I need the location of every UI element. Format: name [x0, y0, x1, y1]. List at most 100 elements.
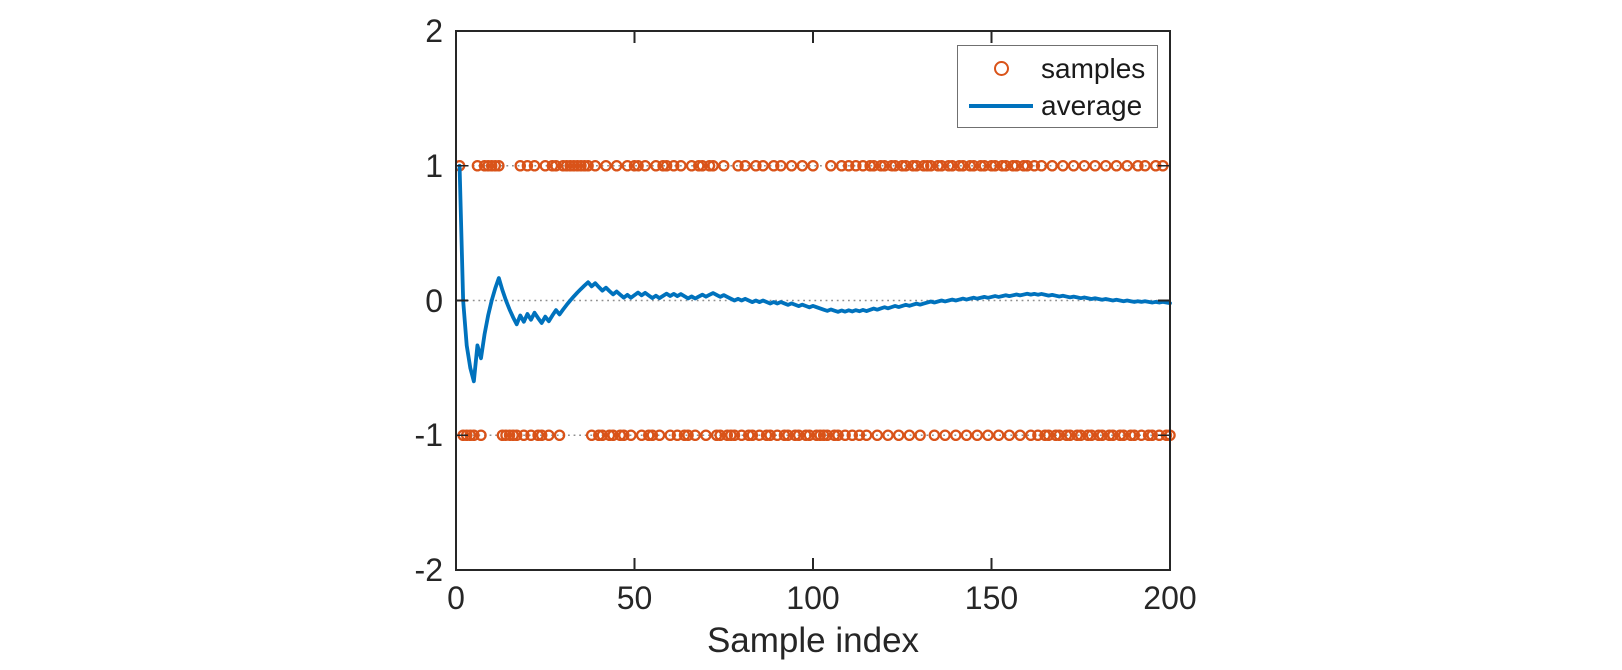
sample-marker	[1089, 159, 1101, 172]
sample-marker	[821, 429, 834, 441]
y-tick-label: 1	[425, 147, 443, 184]
sample-marker	[814, 429, 826, 441]
sample-marker	[718, 159, 730, 172]
sample-marker	[693, 159, 705, 172]
sample-marker	[1075, 429, 1087, 441]
sample-marker	[650, 159, 662, 172]
sample-marker	[682, 429, 694, 441]
sample-marker	[628, 159, 641, 172]
sample-marker	[1135, 429, 1148, 441]
sample-marker	[775, 159, 787, 172]
sample-marker	[621, 159, 634, 172]
sample-marker	[839, 429, 851, 441]
sample-marker	[796, 159, 809, 172]
legend-item-average: average	[968, 87, 1157, 124]
sample-marker	[1121, 159, 1133, 172]
sample-marker	[728, 429, 741, 441]
sample-marker	[1082, 429, 1094, 441]
sample-marker	[742, 429, 755, 441]
sample-marker	[1021, 159, 1033, 172]
sample-marker	[757, 159, 769, 172]
sample-marker	[860, 429, 873, 441]
sample-marker	[507, 429, 519, 441]
sample-marker	[928, 429, 941, 441]
sample-marker	[560, 159, 573, 172]
sample-marker	[1096, 429, 1108, 441]
sample-marker	[1032, 429, 1044, 441]
sample-marker	[882, 429, 894, 441]
sample-marker	[543, 429, 555, 441]
samples-circle-icon	[968, 50, 1034, 87]
legend-item-samples: samples	[968, 50, 1157, 87]
legend: samples average	[957, 45, 1158, 128]
sample-marker	[1128, 429, 1141, 441]
sample-marker	[1042, 429, 1055, 441]
sample-marker	[810, 429, 823, 441]
sample-marker	[557, 159, 569, 172]
sample-marker	[803, 429, 816, 441]
sample-marker	[735, 429, 748, 441]
sample-marker	[957, 159, 969, 172]
y-tick-label: -2	[414, 552, 443, 588]
sample-marker	[643, 429, 655, 441]
sample-marker	[493, 159, 505, 172]
sample-marker	[739, 159, 751, 172]
sample-marker	[546, 159, 559, 172]
sample-marker	[992, 429, 1005, 441]
sample-marker	[875, 159, 887, 172]
sample-marker	[618, 429, 630, 441]
sample-marker	[1035, 159, 1048, 172]
sample-marker	[1017, 159, 1030, 172]
x-tick-label: 50	[616, 580, 653, 616]
sample-marker	[846, 429, 859, 441]
legend-label-average: average	[1041, 89, 1143, 121]
sample-marker	[764, 429, 776, 441]
sample-marker	[1142, 429, 1155, 441]
sample-marker	[668, 159, 680, 172]
sample-marker	[910, 159, 923, 172]
sample-marker	[703, 159, 716, 172]
sample-marker	[1067, 159, 1080, 172]
sample-marker	[732, 159, 744, 172]
y-tick-label: 0	[425, 282, 443, 319]
sample-marker	[885, 159, 898, 172]
sample-marker	[817, 429, 830, 441]
sample-marker	[807, 159, 819, 172]
sample-marker	[571, 159, 584, 172]
sample-marker	[685, 159, 698, 172]
sample-marker	[1010, 159, 1023, 172]
sample-marker	[842, 159, 855, 172]
sample-marker	[907, 159, 919, 172]
sample-marker	[1046, 159, 1058, 172]
sample-marker	[521, 159, 534, 172]
sample-marker	[1071, 429, 1083, 441]
sample-marker	[871, 429, 884, 441]
sample-marker	[878, 159, 891, 172]
sample-marker	[678, 429, 691, 441]
sample-marker	[489, 159, 502, 172]
sample-marker	[985, 159, 998, 172]
sample-marker	[664, 429, 676, 441]
average-line-icon	[968, 87, 1034, 124]
sample-marker	[471, 159, 484, 172]
sample-marker	[982, 429, 994, 441]
sample-marker	[1132, 159, 1144, 172]
sample-marker	[675, 159, 687, 172]
sample-marker	[903, 429, 916, 441]
sample-marker	[646, 429, 659, 441]
sample-marker	[892, 429, 905, 441]
sample-marker	[1057, 159, 1069, 172]
sample-marker	[725, 429, 737, 441]
sample-marker	[518, 429, 530, 441]
sample-marker	[1146, 429, 1158, 441]
sample-marker	[485, 159, 498, 172]
sample-marker	[950, 429, 962, 441]
sample-marker	[800, 429, 812, 441]
sample-marker	[782, 429, 794, 441]
sample-marker	[625, 429, 637, 441]
sample-marker	[989, 159, 1001, 172]
sample-marker	[960, 429, 973, 441]
sample-marker	[589, 159, 601, 172]
sample-marker	[975, 159, 987, 172]
sample-marker	[1028, 159, 1041, 172]
